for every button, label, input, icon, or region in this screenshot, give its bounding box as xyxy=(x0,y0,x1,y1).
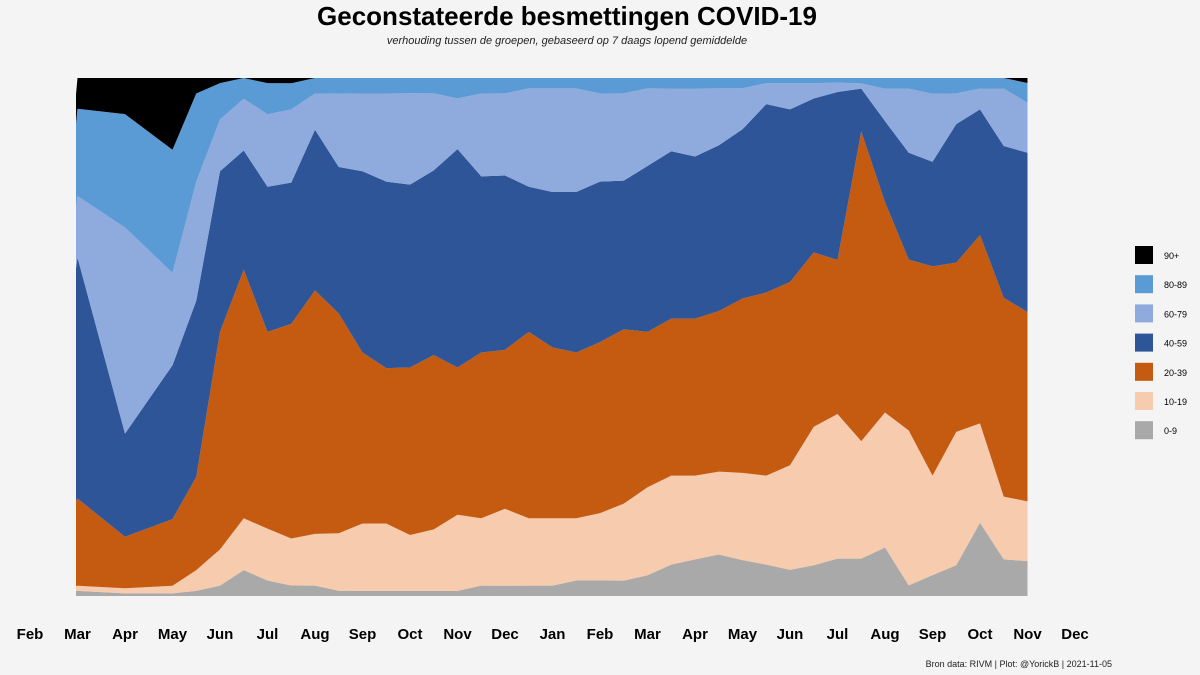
area-series-0-9 xyxy=(76,522,1028,596)
legend-label-80-89: 80-89 xyxy=(1164,280,1187,290)
area-series-90+ xyxy=(76,78,1028,150)
x-axis: Feb Mar Apr May Jun Jul Aug Sep Oct Nov Dec Jan Feb M… xyxy=(17,626,1089,643)
x-tick-label: Nov xyxy=(1013,626,1042,643)
x-tick-label: Oct xyxy=(397,626,422,643)
area-series-40-59 xyxy=(76,88,1028,537)
x-tick-label: Dec xyxy=(491,626,519,643)
x-tick-label: Jun xyxy=(207,626,234,643)
area-series-20-39 xyxy=(76,131,1028,589)
legend-swatch-10-19 xyxy=(1135,392,1153,410)
legend-label-60-79: 60-79 xyxy=(1164,309,1187,319)
legend-swatch-20-39 xyxy=(1135,362,1153,381)
x-tick-label: Aug xyxy=(870,626,899,643)
legend-swatch-40-59 xyxy=(1135,333,1153,352)
legend-label-0-9: 0-9 xyxy=(1164,426,1177,436)
x-tick-label: Aug xyxy=(300,626,329,643)
x-tick-label: Apr xyxy=(682,626,708,643)
x-tick-label: Oct xyxy=(967,626,992,643)
legend-label-20-39: 20-39 xyxy=(1164,368,1187,378)
x-tick-label: Feb xyxy=(587,626,614,643)
x-tick-label: May xyxy=(728,626,758,643)
x-tick-label: Jun xyxy=(777,626,804,643)
caption: Bron data: RIVM | Plot: @YorickB | 2021-… xyxy=(926,659,1112,669)
x-tick-label: Feb xyxy=(17,626,44,643)
area-series-10-19 xyxy=(76,412,1028,594)
legend: 90+ 80-89 60-79 40-59 20-39 10-19 0-9 xyxy=(1135,246,1187,440)
x-tick-label: Jul xyxy=(257,626,279,643)
area-series-60-79 xyxy=(76,82,1028,434)
area-series-80-89 xyxy=(76,78,1028,273)
chart-subtitle: verhouding tussen de groepen, gebaseerd … xyxy=(387,35,747,47)
x-tick-label: Apr xyxy=(112,626,138,643)
legend-label-40-59: 40-59 xyxy=(1164,339,1187,349)
x-tick-label: Mar xyxy=(634,626,661,643)
legend-swatch-90+ xyxy=(1135,246,1153,264)
legend-label-90+: 90+ xyxy=(1164,251,1179,261)
legend-swatch-60-79 xyxy=(1135,304,1153,323)
x-tick-label: Mar xyxy=(64,626,91,643)
x-tick-label: Sep xyxy=(919,626,947,643)
plot-area xyxy=(76,78,1028,596)
x-tick-label: Nov xyxy=(443,626,472,643)
legend-label-10-19: 10-19 xyxy=(1164,397,1187,407)
x-tick-label: Jan xyxy=(540,626,566,643)
x-tick-label: Dec xyxy=(1061,626,1089,643)
x-tick-label: May xyxy=(158,626,188,643)
x-tick-label: Jul xyxy=(827,626,849,643)
legend-swatch-0-9 xyxy=(1135,421,1153,440)
chart-title: Geconstateerde besmettingen COVID-19 xyxy=(317,1,817,31)
x-tick-label: Sep xyxy=(349,626,377,643)
legend-swatch-80-89 xyxy=(1135,275,1153,294)
